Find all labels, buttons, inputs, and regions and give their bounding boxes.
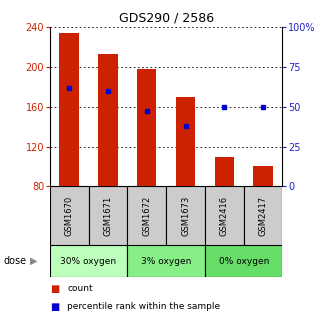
Text: GSM1671: GSM1671 — [103, 196, 112, 236]
Text: GSM1670: GSM1670 — [65, 196, 74, 236]
Bar — [89, 186, 127, 245]
Text: percentile rank within the sample: percentile rank within the sample — [67, 302, 221, 311]
Text: count: count — [67, 284, 93, 293]
Bar — [215, 157, 234, 186]
Bar — [127, 245, 205, 277]
Text: 3% oxygen: 3% oxygen — [141, 257, 191, 266]
Text: GSM2417: GSM2417 — [259, 196, 268, 236]
Text: GSM2416: GSM2416 — [220, 196, 229, 236]
Text: GSM1673: GSM1673 — [181, 196, 190, 236]
Text: dose: dose — [3, 256, 26, 266]
Bar — [127, 186, 166, 245]
Text: ▶: ▶ — [30, 256, 37, 266]
Title: GDS290 / 2586: GDS290 / 2586 — [118, 11, 214, 24]
Bar — [253, 166, 273, 186]
Bar — [50, 186, 89, 245]
Bar — [205, 245, 282, 277]
Text: 30% oxygen: 30% oxygen — [60, 257, 117, 266]
Text: ■: ■ — [50, 284, 59, 294]
Bar — [98, 54, 117, 186]
Text: 0% oxygen: 0% oxygen — [219, 257, 269, 266]
Bar — [244, 186, 282, 245]
Bar — [59, 33, 79, 186]
Bar — [176, 97, 195, 186]
Bar — [205, 186, 244, 245]
Bar — [50, 245, 127, 277]
Bar — [137, 69, 156, 186]
Text: ■: ■ — [50, 302, 59, 312]
Bar — [166, 186, 205, 245]
Text: GSM1672: GSM1672 — [142, 196, 151, 236]
